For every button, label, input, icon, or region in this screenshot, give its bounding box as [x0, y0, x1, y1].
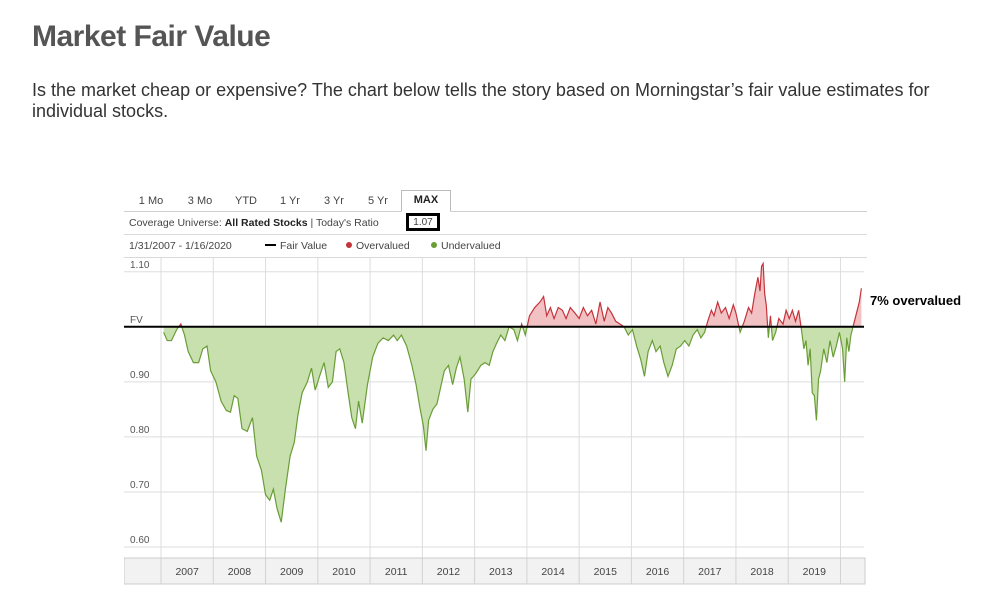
- y-tick-label: 0.60: [130, 535, 150, 546]
- x-tick-label: 2007: [175, 566, 199, 578]
- legend-fair-value: Fair Value: [265, 235, 327, 257]
- x-tick-label: 2008: [228, 566, 252, 578]
- x-tick-label: 2012: [437, 566, 461, 578]
- y-tick-label: FV: [130, 315, 143, 326]
- overvalued-annotation: 7% overvalued: [870, 293, 962, 308]
- x-axis-band: [124, 557, 866, 585]
- fair-value-line-icon: [265, 244, 276, 246]
- date-range: 1/31/2007 - 1/16/2020: [129, 240, 232, 252]
- tab-3yr[interactable]: 3 Yr: [324, 195, 344, 207]
- tab-1mo[interactable]: 1 Mo: [138, 195, 164, 207]
- legend-undervalued-label: Undervalued: [441, 240, 501, 252]
- x-tick-label: 2013: [489, 566, 513, 578]
- tab-5yr[interactable]: 5 Yr: [368, 195, 388, 207]
- page-title: Market Fair Value: [32, 20, 271, 53]
- undervalued-dot-icon: [431, 242, 437, 248]
- x-tick-label: 2018: [750, 566, 774, 578]
- undervalued-area: [163, 326, 854, 523]
- coverage-label: Coverage Universe: All Rated Stocks | To…: [129, 212, 379, 234]
- coverage-separator: | Today's Ratio: [307, 217, 379, 229]
- x-tick-label: 2019: [803, 566, 827, 578]
- x-tick-label: 2010: [332, 566, 356, 578]
- y-tick-label: 0.70: [130, 480, 150, 491]
- fair-value-widget: 1 Mo 3 Mo YTD 1 Yr 3 Yr 5 Yr MAX Coverag…: [124, 189, 867, 586]
- y-tick-label: 1.10: [130, 260, 150, 271]
- x-tick-label: 2015: [594, 566, 618, 578]
- tab-ytd[interactable]: YTD: [235, 195, 257, 207]
- range-tabs: 1 Mo 3 Mo YTD 1 Yr 3 Yr 5 Yr MAX: [124, 189, 867, 212]
- x-tick-label: 2011: [385, 566, 408, 578]
- coverage-prefix: Coverage Universe:: [129, 217, 225, 229]
- overvalued-line: [178, 261, 862, 327]
- legend-overvalued: Overvalued: [346, 235, 410, 257]
- legend-overvalued-label: Overvalued: [356, 240, 410, 252]
- coverage-row: Coverage Universe: All Rated Stocks | To…: [124, 212, 867, 235]
- tab-1yr[interactable]: 1 Yr: [280, 195, 300, 207]
- x-tick-label: 2014: [541, 566, 565, 578]
- x-tick-label: 2016: [646, 566, 670, 578]
- undervalued-line: [163, 326, 854, 523]
- coverage-universe[interactable]: All Rated Stocks: [224, 217, 308, 229]
- x-tick-label: 2009: [280, 566, 304, 578]
- tab-max[interactable]: MAX: [401, 190, 451, 212]
- tab-3mo[interactable]: 3 Mo: [187, 195, 213, 207]
- overvalued-dot-icon: [346, 242, 352, 248]
- y-tick-label: 0.90: [130, 370, 150, 381]
- y-tick-label: 0.80: [130, 425, 150, 436]
- fair-value-chart: 1.10 FV 0.90 0.80 0.70 0.60 2007 2008 2009 2010 20…: [124, 258, 866, 585]
- page-subtitle: Is the market cheap or expensive? The ch…: [32, 80, 930, 121]
- overvalued-area: [163, 263, 862, 327]
- x-tick-label: 2017: [698, 566, 722, 578]
- legend-undervalued: Undervalued: [431, 235, 501, 257]
- todays-ratio-value: 1.07: [406, 213, 440, 231]
- legend-row: 1/31/2007 - 1/16/2020 Fair Value Overval…: [124, 235, 867, 258]
- legend-fair-value-label: Fair Value: [280, 240, 328, 252]
